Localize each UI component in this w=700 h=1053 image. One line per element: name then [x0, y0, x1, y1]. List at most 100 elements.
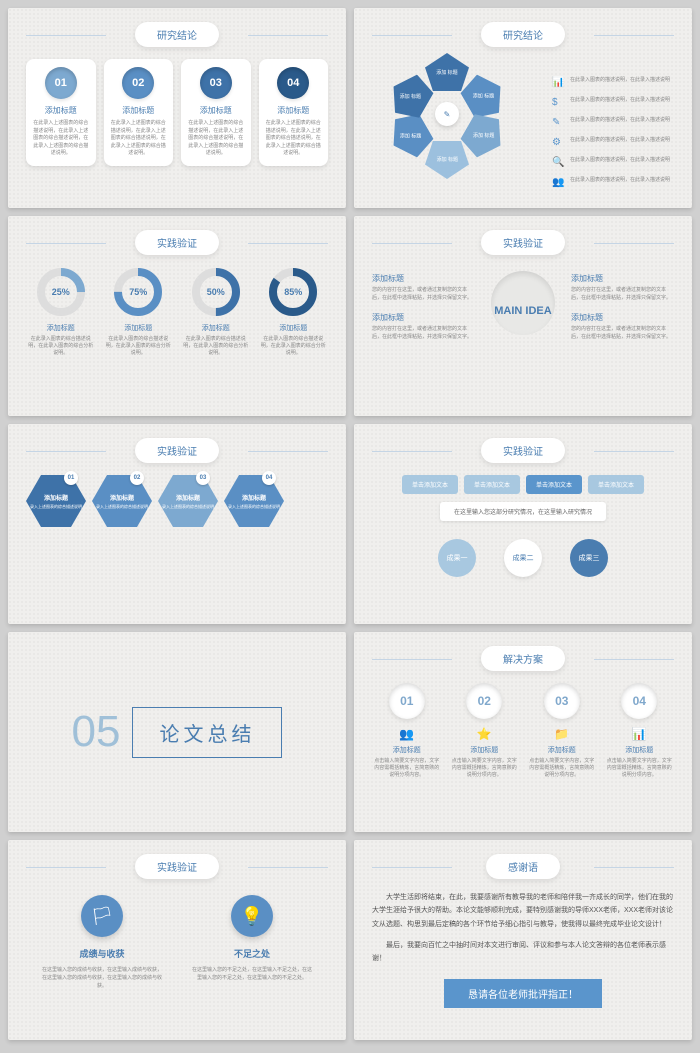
idea-item: 添加标题您的内容打在这里，或者通过复制您的文本后，在此框中选择粘贴，并选择只保留…	[571, 312, 674, 341]
slide-hexagons: 实践验证 添加标题录入上述图表的综合描述说明01添加标题录入上述图表的综合描述说…	[8, 424, 346, 624]
hex-number: 04	[262, 471, 276, 485]
section-number: 05	[72, 707, 121, 757]
hexagon-item: 添加标题录入上述图表的综合描述说明	[158, 475, 218, 527]
item-text: 在此录入图表的描述说明，在此录入描述说明	[570, 77, 670, 84]
list-item: ⚙在此录入图表的描述说明，在此录入描述说明	[552, 137, 672, 148]
hexagon-item: 添加标题录入上述图表的综合描述说明	[92, 475, 152, 527]
slide-title: 实践验证	[135, 854, 219, 879]
idea-item: 添加标题您的内容打在这里，或者通过复制您的文本后，在此框中选择粘贴，并选择只保留…	[571, 273, 674, 302]
slide-title: 实践验证	[135, 230, 219, 255]
step-number: 01	[389, 683, 425, 719]
column-item: 🏳 成绩与收获 在这里输入您的成绩与收获，在这里输入成绩与收获，在这里输入您的成…	[42, 895, 162, 990]
card-title: 添加标题	[265, 105, 323, 116]
column-icon: 💡	[231, 895, 273, 937]
step-icon: 📊	[605, 727, 675, 741]
flow-tab: 单击添加文本	[588, 475, 644, 494]
step-number: 04	[621, 683, 657, 719]
info-card: 01 添加标题 在此录入上述图表的综合描述说明，在此录入上述图表的综合描述说明，…	[26, 59, 96, 166]
step-description: 点击输入简要文字内容，文字内容需概括精炼，言简意赅的说明分项内容。	[450, 758, 520, 779]
idea-title: 添加标题	[571, 273, 674, 284]
card-title: 添加标题	[187, 105, 245, 116]
list-item: 📊 在此录入图表的描述说明，在此录入描述说明	[552, 77, 672, 88]
info-card: 02 添加标题 在此录入上述图表的综合描述说明，在此录入上述图表的综合描述说明，…	[104, 59, 174, 166]
hex-number: 02	[130, 471, 144, 485]
item-text: 在此录入图表的描述说明，在此录入描述说明	[570, 117, 670, 124]
info-card: 04 添加标题 在此录入上述图表的综合描述说明，在此录入上述图表的综合描述说明，…	[259, 59, 329, 166]
item-icon: 👥	[552, 177, 564, 188]
slide-title: 感谢语	[486, 854, 560, 879]
item-text: 在此录入图表的描述说明，在此录入描述说明	[570, 157, 670, 164]
slide-title: 研究结论	[481, 22, 565, 47]
step-icon: 📁	[527, 727, 597, 741]
column-description: 在这里输入您的不足之处，在这里输入不足之处，在这里输入您的不足之处，在这里输入您…	[192, 966, 312, 982]
card-description: 在此录入上述图表的综合描述说明，在此录入上述图表的综合描述说明，在此录入上述图表…	[265, 120, 323, 158]
card-number: 01	[45, 67, 77, 99]
idea-description: 您的内容打在这里，或者通过复制您的文本后，在此框中选择粘贴，并选择只保留文字。	[571, 326, 674, 341]
item-icon: 📊	[552, 77, 564, 88]
info-card: 03 添加标题 在此录入上述图表的综合描述说明，在此录入上述图表的综合描述说明，…	[181, 59, 251, 166]
step-number: 03	[544, 683, 580, 719]
step-description: 点击输入简要文字内容，文字内容需概括精炼，言简意赅的说明分项内容。	[527, 758, 597, 779]
step-description: 点击输入简要文字内容，文字内容需概括精炼，言简意赅的说明分项内容。	[372, 758, 442, 779]
idea-description: 您的内容打在这里，或者通过复制您的文本后，在此框中选择粘贴，并选择只保留文字。	[571, 287, 674, 302]
flow-description: 在这里输入您这部分研究情况，在这里输入研究情况	[440, 502, 606, 521]
section-title: 论文总结	[132, 707, 282, 758]
result-circle: 成果一	[438, 539, 476, 577]
hex-number: 03	[196, 471, 210, 485]
card-number: 04	[277, 67, 309, 99]
column-item: 💡 不足之处 在这里输入您的不足之处，在这里输入不足之处，在这里输入您的不足之处…	[192, 895, 312, 990]
donut-title: 添加标题	[104, 323, 174, 333]
idea-title: 添加标题	[372, 273, 475, 284]
idea-description: 您的内容打在这里，或者通过复制您的文本后，在此框中选择粘贴，并选择只保留文字。	[372, 287, 475, 302]
hexagon-item: 添加标题录入上述图表的综合描述说明	[26, 475, 86, 527]
idea-description: 您的内容打在这里，或者通过复制您的文本后，在此框中选择粘贴，并选择只保留文字。	[372, 326, 475, 341]
donut-title: 添加标题	[26, 323, 96, 333]
step-title: 添加标题	[372, 745, 442, 755]
flow-tab: 单击添加文本	[464, 475, 520, 494]
card-title: 添加标题	[110, 105, 168, 116]
column-title: 不足之处	[192, 947, 312, 960]
donut-percent: 25%	[52, 287, 70, 297]
list-item: ✎ 在此录入图表的描述说明，在此录入描述说明	[552, 117, 672, 128]
card-description: 在此录入上述图表的综合描述说明，在此录入上述图表的综合描述说明，在此录入上述图表…	[110, 120, 168, 158]
step-description: 点击输入简要文字内容，文字内容需概括精炼，言简意赅的说明分项内容。	[605, 758, 675, 779]
donut-item: 25% 添加标题 在此录入图表的综合描述说明，在此录入图表的综合分析说明。	[26, 267, 96, 357]
donut-description: 在此录入图表的综合描述说明，在此录入图表的综合分析说明。	[259, 336, 329, 357]
step-item: 01 👥 添加标题 点击输入简要文字内容，文字内容需概括精炼，言简意赅的说明分项…	[372, 683, 442, 779]
card-description: 在此录入上述图表的综合描述说明，在此录入上述图表的综合描述说明，在此录入上述图表…	[187, 120, 245, 158]
item-text: 在此录入图表的描述说明，在此录入描述说明	[570, 97, 670, 104]
item-icon: 🔍	[552, 157, 564, 168]
card-description: 在此录入上述图表的综合描述说明，在此录入上述图表的综合描述说明，在此录入上述图表…	[32, 120, 90, 158]
slide-donuts: 实践验证 25% 添加标题 在此录入图表的综合描述说明，在此录入图表的综合分析说…	[8, 216, 346, 416]
donut-item: 85% 添加标题 在此录入图表的综合描述说明，在此录入图表的综合分析说明。	[259, 267, 329, 357]
octagon-segment: 添加 标题	[425, 141, 469, 179]
slide-thanks: 感谢语 大学生活即将结束，在此，我要感谢所有教导我的老师和陪伴我一齐成长的同学，…	[354, 840, 692, 1040]
slide-two-cols: 实践验证 🏳 成绩与收获 在这里输入您的成绩与收获，在这里输入成绩与收获，在这里…	[8, 840, 346, 1040]
result-circle: 成果二	[504, 539, 542, 577]
step-number: 02	[466, 683, 502, 719]
result-circle: 成果三	[570, 539, 608, 577]
column-icon: 🏳	[81, 895, 123, 937]
octagon-segment: 添加 标题	[425, 53, 469, 91]
item-icon: $	[552, 97, 564, 108]
step-icon: ⭐	[450, 727, 520, 741]
slide-grid: 研究结论 01 添加标题 在此录入上述图表的综合描述说明，在此录入上述图表的综合…	[0, 0, 700, 1048]
slide-title: 实践验证	[135, 438, 219, 463]
idea-title: 添加标题	[372, 312, 475, 323]
lightbulb-icon: MAIN IDEA	[487, 267, 559, 357]
slide-section-title: 05 论文总结	[8, 632, 346, 832]
slide-octagon: 研究结论 ✎ 添加 标题添加 标题添加 标题添加 标题添加 标题添加 标题 📊在…	[354, 8, 692, 208]
donut-description: 在此录入图表的综合描述说明，在此录入图表的综合分析说明。	[181, 336, 251, 357]
slide-flow: 实践验证 单击添加文本单击添加文本单击添加文本单击添加文本 在这里输入您这部分研…	[354, 424, 692, 624]
step-item: 04 📊 添加标题 点击输入简要文字内容，文字内容需概括精炼，言简意赅的说明分项…	[605, 683, 675, 779]
hex-number: 01	[64, 471, 78, 485]
flow-tab: 单击添加文本	[526, 475, 582, 494]
list-item: 🔍 在此录入图表的描述说明，在此录入描述说明	[552, 157, 672, 168]
donut-description: 在此录入图表的综合描述说明，在此录入图表的综合分析说明。	[26, 336, 96, 357]
donut-item: 75% 添加标题 在此录入图表的综合描述说明，在此录入图表的综合分析说明。	[104, 267, 174, 357]
step-title: 添加标题	[450, 745, 520, 755]
step-icon: 👥	[372, 727, 442, 741]
idea-item: 添加标题您的内容打在这里，或者通过复制您的文本后，在此框中选择粘贴，并选择只保留…	[372, 273, 475, 302]
item-icon: ✎	[552, 117, 564, 128]
slide-solution: 解决方案 01 👥 添加标题 点击输入简要文字内容，文字内容需概括精炼，言简意赅…	[354, 632, 692, 832]
